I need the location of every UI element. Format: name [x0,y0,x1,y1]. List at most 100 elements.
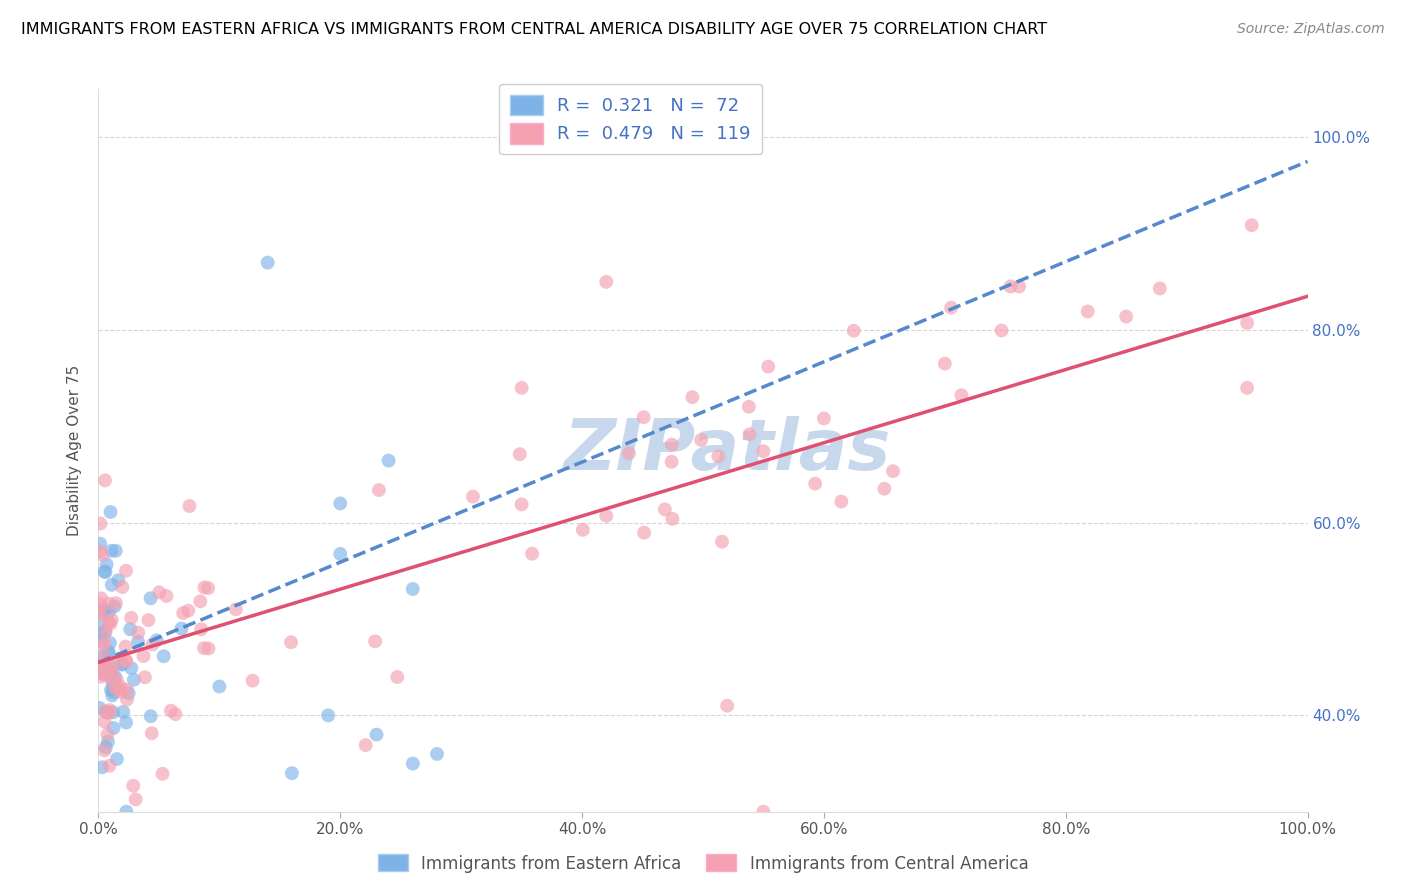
Point [98,616,121,631]
Point [1115,310,1137,324]
Point [93,664,115,678]
Point [572,523,595,537]
Point [103,674,125,689]
Point [105,673,128,688]
Point [813,411,835,425]
Point [93,743,115,757]
Point [104,543,127,558]
Point [152,766,174,780]
Point [97,706,120,720]
Point [104,681,127,696]
Point [402,582,425,596]
Point [89,607,111,622]
Point [115,715,138,730]
Point [329,547,352,561]
Point [115,654,138,668]
Point [110,680,132,694]
Point [120,661,142,675]
Point [97,734,120,748]
Point [738,400,761,414]
Point [190,622,212,636]
Point [364,634,387,648]
Point [1236,381,1258,395]
Point [873,482,896,496]
Point [97,615,120,630]
Point [93,714,115,729]
Point [127,634,149,648]
Point [100,682,122,697]
Point [281,766,304,780]
Point [990,324,1012,338]
Point [96,727,118,741]
Point [124,792,146,806]
Point [110,685,132,699]
Point [107,573,129,587]
Point [111,580,134,594]
Point [520,547,543,561]
Point [97,645,120,659]
Point [115,692,138,706]
Point [193,641,215,656]
Point [90,670,112,684]
Point [148,585,170,599]
Point [104,670,127,684]
Point [89,537,111,551]
Point [97,645,120,659]
Point [354,738,377,752]
Point [89,516,111,531]
Point [122,779,145,793]
Point [90,591,112,606]
Point [127,625,149,640]
Point [98,759,121,773]
Point [93,565,115,579]
Point [98,636,121,650]
Point [110,651,132,665]
Point [387,670,409,684]
Point [141,726,163,740]
Point [316,708,339,723]
Text: IMMIGRANTS FROM EASTERN AFRICA VS IMMIGRANTS FROM CENTRAL AMERICA DISABILITY AGE: IMMIGRANTS FROM EASTERN AFRICA VS IMMIGR… [21,22,1047,37]
Point [94,624,117,639]
Point [170,622,193,636]
Point [197,641,219,656]
Point [101,706,124,720]
Point [177,604,200,618]
Point [172,606,194,620]
Point [101,663,124,677]
Point [89,544,111,558]
Point [100,613,122,627]
Point [193,581,215,595]
Legend: R =  0.321   N =  72, R =  0.479   N =  119: R = 0.321 N = 72, R = 0.479 N = 119 [499,84,762,154]
Point [122,673,145,687]
Point [103,599,125,614]
Point [100,505,122,519]
Point [89,597,111,611]
Point [120,622,142,636]
Point [89,665,111,679]
Point [152,649,174,664]
Point [368,483,391,497]
Point [111,657,134,672]
Point [115,564,138,578]
Point [94,624,117,639]
Point [138,613,160,627]
Point [96,558,118,572]
Point [329,496,352,510]
Point [93,667,115,681]
Point [377,453,399,467]
Point [752,805,775,819]
Point [139,709,162,723]
Point [225,602,247,616]
Point [1008,279,1031,293]
Point [595,275,617,289]
Point [93,603,115,617]
Point [91,638,114,652]
Point [103,685,125,699]
Point [141,638,163,652]
Point [882,464,904,478]
Point [595,508,617,523]
Point [105,752,128,766]
Point [165,707,187,722]
Point [97,605,120,619]
Point [661,437,683,451]
